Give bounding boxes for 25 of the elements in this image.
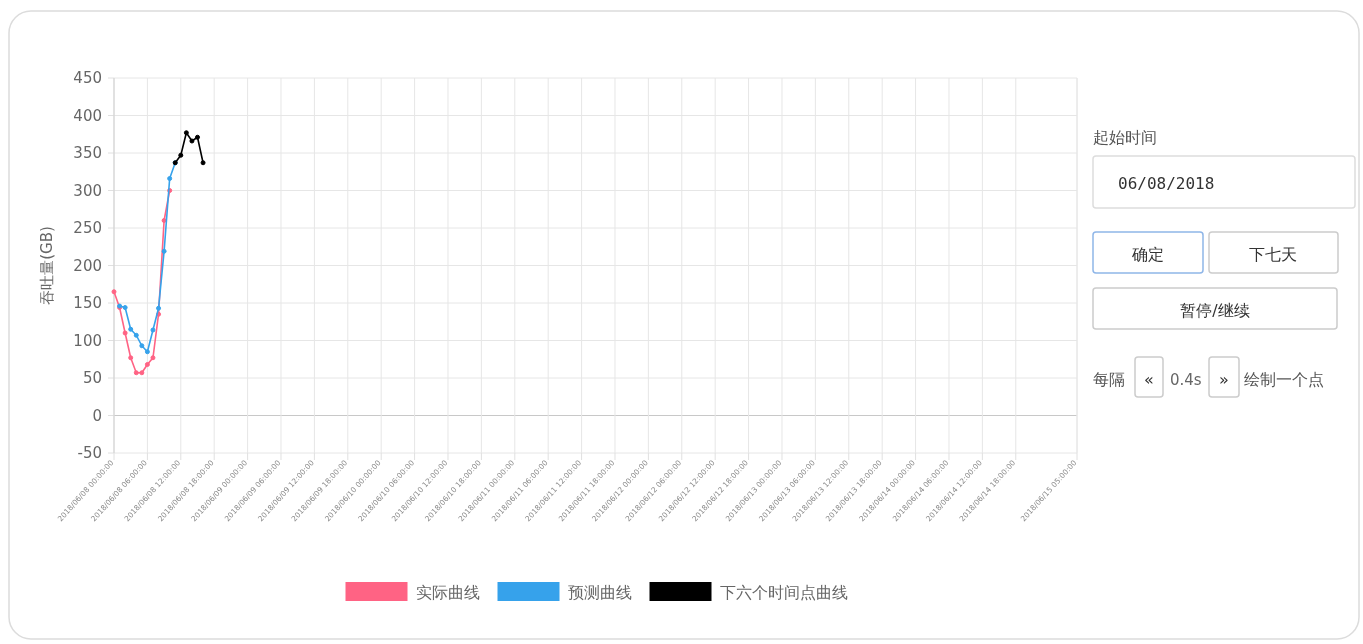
text: » bbox=[1219, 370, 1229, 389]
text: 暂停/继续 bbox=[1180, 301, 1250, 320]
y-tick-label: 100 bbox=[73, 331, 102, 350]
text: 绘制一个点 bbox=[1244, 370, 1324, 389]
y-tick-label: 0 bbox=[92, 406, 102, 425]
y-axis-title: 吞吐量(GB) bbox=[38, 226, 56, 305]
y-tick-label: 250 bbox=[73, 219, 102, 237]
text: 0.4s bbox=[1170, 371, 1202, 389]
text: 下七天 bbox=[1249, 245, 1297, 264]
text: 确定 bbox=[1131, 245, 1164, 264]
y-tick-label: 450 bbox=[73, 69, 102, 87]
y-tick-label: 400 bbox=[73, 106, 102, 125]
text: 每隔 bbox=[1093, 370, 1125, 389]
y-tick-label: 50 bbox=[82, 369, 102, 387]
text: « bbox=[1144, 370, 1154, 389]
legend-label: 下六个时间点曲线 bbox=[719, 583, 848, 602]
legend-label: 实际曲线 bbox=[415, 583, 480, 602]
text: 06/08/2018 bbox=[1118, 174, 1215, 193]
y-tick-label: 150 bbox=[73, 294, 102, 312]
y-tick-label: 300 bbox=[73, 181, 102, 200]
legend-label: 预测曲线 bbox=[567, 583, 632, 602]
y-tick-label: 200 bbox=[73, 256, 102, 275]
y-tick-label: 350 bbox=[73, 144, 102, 162]
text: 起始时间 bbox=[1093, 128, 1157, 147]
y-tick-label: -50 bbox=[77, 444, 102, 462]
